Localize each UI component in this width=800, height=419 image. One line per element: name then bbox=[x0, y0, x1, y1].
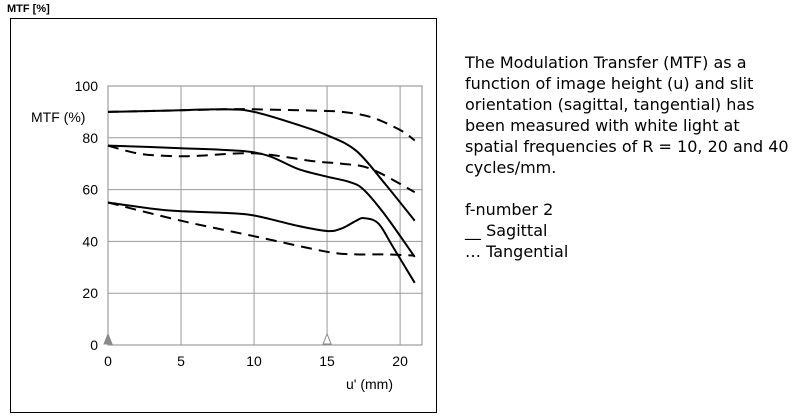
x-tick-label: 10 bbox=[246, 353, 262, 369]
x-tick-label: 20 bbox=[392, 353, 408, 369]
y-tick-label: 0 bbox=[90, 337, 98, 353]
y-tick-label: 40 bbox=[82, 233, 98, 249]
chart-header-title: MTF [%] bbox=[7, 3, 50, 15]
axis-marker-filled-triangle bbox=[103, 332, 113, 345]
legend-tangential: … Tangential bbox=[465, 242, 569, 261]
sagittal-curve-3 bbox=[107, 201, 416, 284]
legend-sagittal: __ Sagittal bbox=[465, 221, 548, 240]
f-number-label: f-number 2 bbox=[465, 200, 554, 219]
x-tick-label: 15 bbox=[319, 353, 335, 369]
axis-marker-open-triangle bbox=[322, 332, 332, 345]
chart-frame: 0 20 40 60 80 100 0 5 10 15 20 MTF (%) u' (mm) bbox=[10, 18, 437, 413]
x-tick-label: 0 bbox=[104, 353, 112, 369]
y-tick-label: 100 bbox=[75, 78, 99, 94]
tangential-curve-2 bbox=[107, 144, 416, 194]
y-tick-label: 20 bbox=[82, 285, 98, 301]
description-text: The Modulation Transfer (MTF) as a funct… bbox=[465, 53, 789, 177]
y-tick-label: 60 bbox=[82, 182, 98, 198]
sagittal-curve-2 bbox=[107, 144, 416, 258]
tangential-curve-3 bbox=[107, 201, 415, 257]
y-axis-label: MTF (%) bbox=[31, 109, 85, 125]
x-tick-label: 5 bbox=[177, 353, 185, 369]
description-panel: The Modulation Transfer (MTF) as a funct… bbox=[465, 52, 795, 262]
mtf-chart: 0 20 40 60 80 100 0 5 10 15 20 MTF (%) u' (mm) bbox=[31, 78, 423, 392]
tangential-curve-1 bbox=[107, 108, 416, 142]
sagittal-curve-1 bbox=[107, 108, 416, 222]
y-tick-label: 80 bbox=[82, 130, 98, 146]
x-axis-label: u' (mm) bbox=[346, 376, 393, 392]
plot-area bbox=[107, 85, 423, 346]
